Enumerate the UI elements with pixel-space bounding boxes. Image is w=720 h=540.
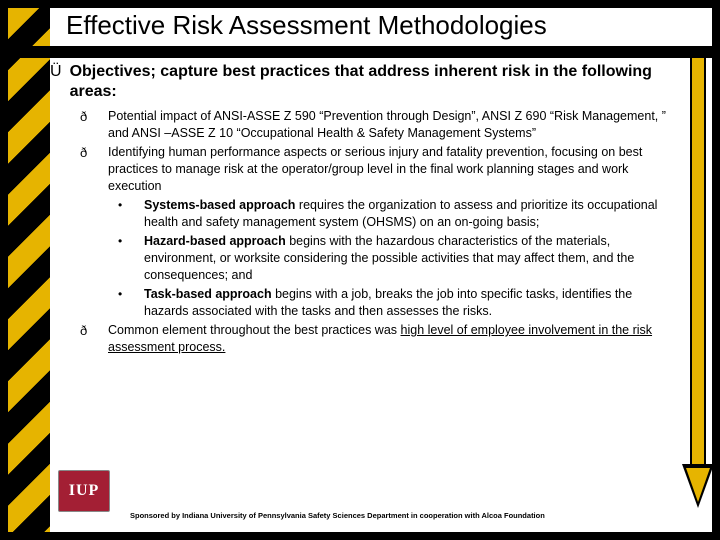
list-item: ð Common element throughout the best pra… [80, 322, 680, 356]
objective-row: Ü Objectives; capture best practices tha… [50, 62, 680, 102]
item-text: Potential impact of ANSI-ASSE Z 590 “Pre… [108, 108, 680, 142]
sub-item: • Hazard-based approach begins with the … [118, 233, 680, 284]
frame-left [0, 0, 8, 540]
sponsor-text: Sponsored by Indiana University of Penns… [130, 511, 670, 520]
arrow-bullet-icon: ð [80, 108, 94, 125]
frame-top [0, 0, 720, 8]
objective-bullet-icon: Ü [50, 62, 62, 82]
sub-text: Systems-based approach requires the orga… [144, 197, 680, 231]
frame-bottom [0, 532, 720, 540]
item-text: Identifying human performance aspects or… [108, 144, 680, 195]
iup-logo-icon: IUP [58, 470, 110, 512]
item-list: ð Potential impact of ANSI-ASSE Z 590 “P… [80, 108, 680, 356]
sub-text: Task-based approach begins with a job, b… [144, 286, 680, 320]
list-item: ð Potential impact of ANSI-ASSE Z 590 “P… [80, 108, 680, 142]
sub-item: • Systems-based approach requires the or… [118, 197, 680, 231]
sub-item: • Task-based approach begins with a job,… [118, 286, 680, 320]
hazard-stripe-icon [8, 8, 50, 532]
dot-bullet-icon: • [118, 286, 126, 303]
slide-title: Effective Risk Assessment Methodologies [66, 10, 680, 41]
item-text: Common element throughout the best pract… [108, 322, 680, 356]
list-item: ð Identifying human performance aspects … [80, 144, 680, 195]
sub-list: • Systems-based approach requires the or… [118, 197, 680, 320]
objective-text: Objectives; capture best practices that … [70, 62, 680, 102]
dot-bullet-icon: • [118, 233, 126, 250]
arrow-bullet-icon: ð [80, 322, 94, 339]
content-area: Ü Objectives; capture best practices tha… [50, 62, 680, 358]
frame-right [712, 0, 720, 540]
arrow-bullet-icon: ð [80, 144, 94, 161]
sub-text: Hazard-based approach begins with the ha… [144, 233, 680, 284]
arrow-down-icon [684, 48, 712, 508]
title-underline-bar [8, 46, 712, 58]
dot-bullet-icon: • [118, 197, 126, 214]
